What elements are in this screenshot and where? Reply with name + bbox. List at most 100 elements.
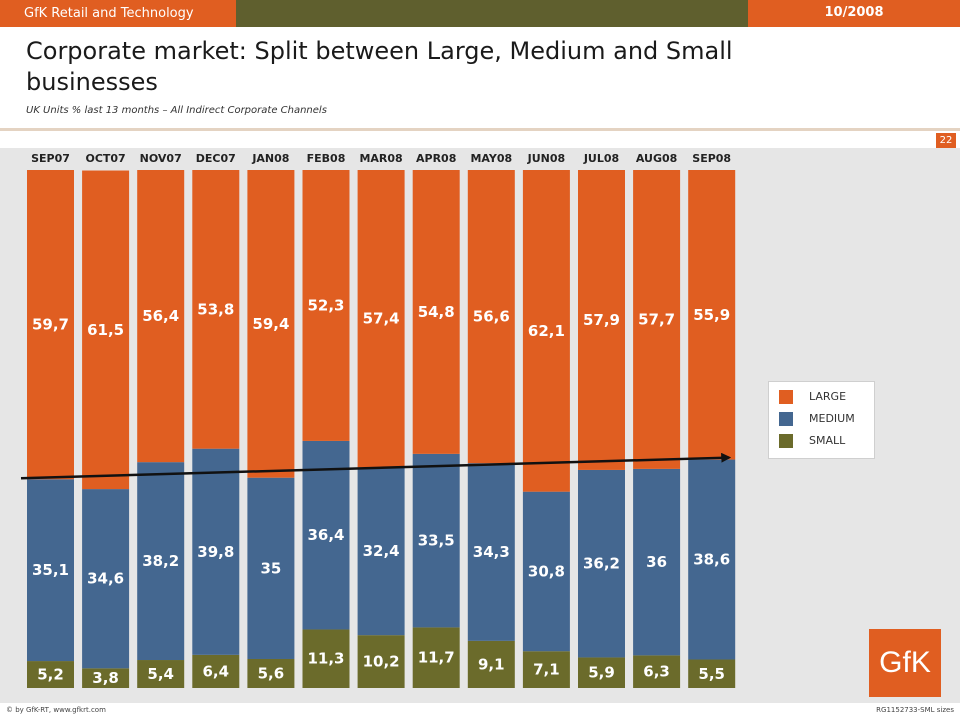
stacked-bar-chart: 5,2 35,1 59,7 3,8 34,6 61,5 5,4 38,2 56,4 6,4 39,8… <box>20 152 736 688</box>
value-label-medium-sep07: 35,1 <box>32 561 69 579</box>
value-label-large-feb08: 52,3 <box>307 296 344 314</box>
bar-large-jun08 <box>522 170 570 492</box>
value-label-large-mar08: 57,4 <box>363 310 400 328</box>
bar-medium-apr08 <box>412 453 460 628</box>
value-label-small-mar08: 10,2 <box>363 653 400 671</box>
bar-small-jun08 <box>522 651 570 688</box>
footer-copyright: © by GfK-RT, www.gfkrt.com <box>6 706 106 714</box>
value-label-medium-may08: 34,3 <box>473 543 510 561</box>
page-subtitle: UK Units % last 13 months – All Indirect… <box>26 105 327 116</box>
bar-small-feb08 <box>302 629 350 688</box>
bar-medium-oct07 <box>82 489 130 669</box>
value-label-large-apr08: 54,8 <box>418 303 455 321</box>
value-label-small-jun08: 7,1 <box>533 661 560 679</box>
month-label-sep08: SEP08 <box>692 152 731 165</box>
value-label-medium-apr08: 33,5 <box>418 532 455 550</box>
value-label-small-jan08: 5,6 <box>258 664 285 682</box>
bar-large-nov07 <box>137 170 185 463</box>
bar-large-sep08 <box>688 170 736 460</box>
value-label-medium-nov07: 38,2 <box>142 552 179 570</box>
value-label-medium-feb08: 36,4 <box>307 526 344 544</box>
trend-arrow <box>20 452 732 480</box>
value-label-small-dec07: 6,4 <box>203 662 230 680</box>
bar-medium-sep08 <box>688 459 736 660</box>
bar-small-sep07 <box>27 661 74 688</box>
value-label-small-oct07: 3,8 <box>92 669 119 687</box>
value-label-small-may08: 9,1 <box>478 655 505 673</box>
bar-medium-may08 <box>467 463 515 641</box>
month-label-aug08: AUG08 <box>636 152 677 165</box>
value-label-large-dec07: 53,8 <box>197 300 234 318</box>
month-label-apr08: APR08 <box>416 152 456 165</box>
bar-medium-feb08 <box>302 440 350 630</box>
value-label-large-aug08: 57,7 <box>638 310 675 328</box>
bar-large-apr08 <box>412 170 460 454</box>
value-label-large-oct07: 61,5 <box>87 321 124 339</box>
value-label-medium-aug08: 36 <box>646 553 667 571</box>
value-label-large-sep07: 59,7 <box>32 316 69 334</box>
bar-large-jan08 <box>247 170 295 478</box>
bar-small-apr08 <box>412 627 460 688</box>
value-label-small-sep07: 5,2 <box>37 666 64 684</box>
legend-swatch-large <box>779 390 793 404</box>
value-label-large-sep08: 55,9 <box>693 306 730 324</box>
bar-medium-mar08 <box>357 467 405 636</box>
value-label-large-jun08: 62,1 <box>528 322 565 340</box>
gfk-logo: GfK <box>869 629 941 697</box>
value-label-small-aug08: 6,3 <box>643 663 670 681</box>
month-label-feb08: FEB08 <box>307 152 346 165</box>
value-label-small-feb08: 11,3 <box>307 650 344 668</box>
legend-label-small: SMALL <box>809 434 846 447</box>
bar-small-may08 <box>467 640 515 688</box>
month-label-sep07: SEP07 <box>31 152 70 165</box>
month-label-jun08: JUN08 <box>527 152 566 165</box>
month-label-jan08: JAN08 <box>251 152 289 165</box>
value-label-small-nov07: 5,4 <box>147 665 174 683</box>
bar-large-dec07 <box>192 170 240 449</box>
value-label-large-jul08: 57,9 <box>583 311 620 329</box>
month-label-oct07: OCT07 <box>85 152 125 165</box>
legend-swatch-medium <box>779 412 793 426</box>
bar-medium-sep07 <box>27 479 74 662</box>
page-title: Corporate market: Split between Large, M… <box>26 37 733 96</box>
value-label-medium-jan08: 35 <box>260 559 281 577</box>
bar-small-oct07 <box>82 668 130 688</box>
month-label-nov07: NOV07 <box>140 152 182 165</box>
value-label-medium-jul08: 36,2 <box>583 555 620 573</box>
report-date: 10/2008 <box>748 0 960 27</box>
month-label-jul08: JUL08 <box>583 152 619 165</box>
brand-label: GfK Retail and Technology <box>0 0 236 27</box>
month-label-mar08: MAR08 <box>359 152 402 165</box>
value-label-small-jul08: 5,9 <box>588 664 615 682</box>
bar-large-may08 <box>467 170 515 464</box>
legend-label-large: LARGE <box>809 390 847 403</box>
chart-legend: LARGE MEDIUM SMALL <box>768 381 875 459</box>
page-number: 22 <box>936 133 956 148</box>
bar-large-aug08 <box>633 170 681 469</box>
bar-small-aug08 <box>633 655 681 688</box>
value-label-medium-mar08: 32,4 <box>363 542 400 560</box>
bar-small-jul08 <box>578 657 625 688</box>
bar-small-sep08 <box>688 659 736 688</box>
value-label-small-sep08: 5,5 <box>698 665 725 683</box>
bar-large-feb08 <box>302 170 350 441</box>
month-label-may08: MAY08 <box>470 152 512 165</box>
bar-large-jul08 <box>578 170 625 470</box>
bar-large-mar08 <box>357 170 405 468</box>
legend-swatch-small <box>779 434 793 448</box>
bar-large-oct07 <box>82 170 130 490</box>
title-divider <box>0 128 960 131</box>
bar-small-nov07 <box>137 660 185 688</box>
bar-small-mar08 <box>357 635 405 688</box>
bar-medium-jan08 <box>247 477 295 659</box>
bar-medium-dec07 <box>192 448 240 655</box>
bar-large-sep07 <box>27 170 74 480</box>
value-label-medium-jun08: 30,8 <box>528 562 565 580</box>
value-label-medium-oct07: 34,6 <box>87 570 124 588</box>
bar-medium-aug08 <box>633 468 681 656</box>
bar-small-jan08 <box>247 658 295 688</box>
value-label-large-may08: 56,6 <box>473 308 510 326</box>
value-label-large-jan08: 59,4 <box>252 315 289 333</box>
value-label-medium-sep08: 38,6 <box>693 551 730 569</box>
legend-label-medium: MEDIUM <box>809 412 855 425</box>
